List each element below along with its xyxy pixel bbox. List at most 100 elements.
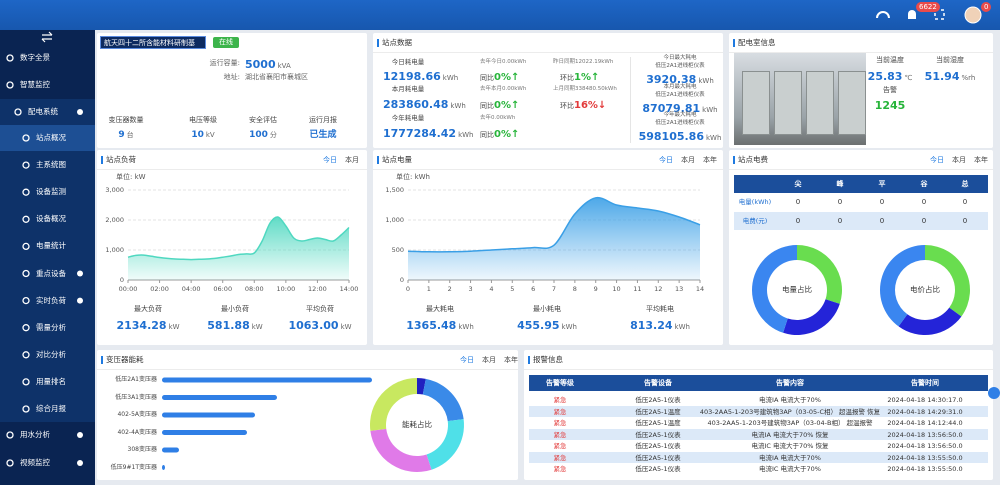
row-label: 电费(元) <box>742 217 768 225</box>
menu-item[interactable]: 数字全景 <box>20 53 50 62</box>
bar-label: 308变压器 <box>127 446 157 453</box>
cell: 低压2A5-1仪表 <box>635 430 681 439</box>
expand-icon <box>934 9 945 20</box>
alert-badge: 6622 <box>916 2 940 12</box>
graphic: 电价占比 <box>880 245 970 335</box>
unit: kWh <box>561 323 577 331</box>
tab[interactable]: 今日 <box>930 156 944 164</box>
graphic: 电量占比 <box>752 245 842 335</box>
value: 87079.81 <box>642 101 701 115</box>
tab[interactable]: 今日 <box>659 156 673 164</box>
panel: 变压器能耗 今日 本月 本年 低压2A1变压器 低压3A1变压器 402-5A变压器 402-… <box>97 350 518 480</box>
panel-divider <box>524 369 993 370</box>
menu-item[interactable]: 智慧监控 <box>20 80 50 89</box>
x-tick-label: 1 <box>427 285 431 293</box>
donut-segment <box>797 245 842 304</box>
unit: %rh <box>961 74 976 82</box>
menu-item[interactable]: 用量排名 <box>36 376 66 386</box>
graphic <box>6 31 83 467</box>
panel-divider <box>97 169 367 170</box>
cabinet <box>774 71 802 135</box>
tab[interactable]: 今日 <box>323 156 337 164</box>
graphic: 能耗占比 <box>370 378 465 472</box>
menu-item[interactable]: 视频监控 <box>20 458 50 467</box>
menu-item[interactable]: 重点设备 <box>36 268 66 278</box>
panel-title-bar <box>528 356 530 364</box>
panel-title-bar <box>377 156 379 164</box>
menu-item[interactable]: 综合月报 <box>36 404 66 413</box>
menu-item[interactable]: 设备监测 <box>36 187 66 197</box>
cell: 2024-04-18 13:56:50.0 <box>887 430 963 439</box>
address-label: 地址: <box>223 73 240 81</box>
yoy-value: 0%↑ <box>494 72 520 83</box>
max-label: 今日最大耗电 <box>663 55 697 61</box>
tab[interactable]: 今日 <box>460 356 474 364</box>
menu-item[interactable]: 实时负荷 <box>36 295 66 305</box>
y-tick-label: 0 <box>400 276 404 284</box>
station-name: 航天四十二所含能材料研制基 <box>100 36 206 49</box>
row-label: 本月耗电量 <box>391 85 425 93</box>
menu-item[interactable]: 用水分析 <box>20 430 50 439</box>
panel-title-bar <box>101 156 103 164</box>
tab[interactable]: 本年 <box>703 156 717 164</box>
menu-item[interactable]: 设备概况 <box>36 214 66 224</box>
menu-item[interactable]: 电量统计 <box>36 241 66 251</box>
line <box>127 216 350 261</box>
tab[interactable]: 本月 <box>681 156 695 164</box>
divider <box>630 57 631 143</box>
mom: 环比16%↓ <box>560 97 606 112</box>
menu-icon <box>22 188 30 196</box>
tab[interactable]: 本月 <box>482 356 496 364</box>
th: 总 <box>961 180 969 188</box>
menu-item[interactable]: 配电系统 <box>28 107 58 116</box>
cell: 紧急 <box>553 419 567 427</box>
menu-item[interactable]: 对比分析 <box>36 349 66 359</box>
y-tick-label: 500 <box>392 246 404 254</box>
chevron <box>77 109 83 115</box>
stat-value: 10 kV <box>191 126 214 141</box>
panel: 报警信息 告警等级 告警设备 告警内容 告警时间 紧急 低压2A5-1仪表 电流IA 电流大于… <box>524 350 993 480</box>
x-tick-label: 06:00 <box>213 285 232 293</box>
yoy: 同比0%↑ <box>480 97 519 112</box>
tab[interactable]: 本月 <box>345 156 359 164</box>
cell: 0 <box>962 217 968 225</box>
tab[interactable]: 本年 <box>504 356 518 364</box>
header <box>0 0 1000 30</box>
user-badge: 0 <box>981 2 992 12</box>
panel-title: 站点负荷 <box>106 155 136 164</box>
y-tick-label: 0 <box>120 276 124 284</box>
value: 5000 <box>245 58 276 71</box>
sidebar-sub-bg <box>0 99 95 422</box>
cell: 电流IA 电流大于70% <box>759 396 821 404</box>
row-bg <box>734 212 988 230</box>
x-tick-label: 0 <box>406 285 410 293</box>
bar-label: 低压9#1T变压器 <box>110 463 157 471</box>
x-tick-label: 14 <box>696 285 704 293</box>
yoy-label: 同比 <box>480 131 494 139</box>
x-tick-label: 4 <box>489 285 493 293</box>
donut-segment <box>422 378 464 422</box>
room-value: 51.94 %rh <box>925 69 976 84</box>
row-bg <box>529 452 988 463</box>
bar <box>162 377 372 383</box>
x-tick-label: 10 <box>612 285 620 293</box>
stat-label: 安全评估 <box>249 116 277 124</box>
menu-icon <box>22 161 30 169</box>
yoy-label: 同比 <box>480 102 494 110</box>
tab[interactable]: 本月 <box>952 156 966 164</box>
cell: 0 <box>962 198 968 206</box>
menu-item[interactable]: 需量分析 <box>36 322 66 332</box>
menu-item[interactable]: 主系统图 <box>36 160 66 170</box>
mom: 环比1%↑ <box>560 69 599 84</box>
unit: kWh <box>458 131 474 139</box>
cell: 电流IC 电流大于70% 恢复 <box>751 442 829 450</box>
mom-base: 上月同期338480.50kWh <box>553 86 617 92</box>
tab[interactable]: 本年 <box>974 156 988 164</box>
menu-item[interactable]: 站点概况 <box>36 133 66 142</box>
donut-label: 电量占比 <box>782 284 812 294</box>
x-tick-label: 2 <box>448 285 452 293</box>
cell: 紧急 <box>553 407 567 416</box>
bar <box>162 412 255 418</box>
address: 湖北省襄阳市襄城区 <box>245 73 308 81</box>
value: 3920.38 <box>646 73 697 86</box>
